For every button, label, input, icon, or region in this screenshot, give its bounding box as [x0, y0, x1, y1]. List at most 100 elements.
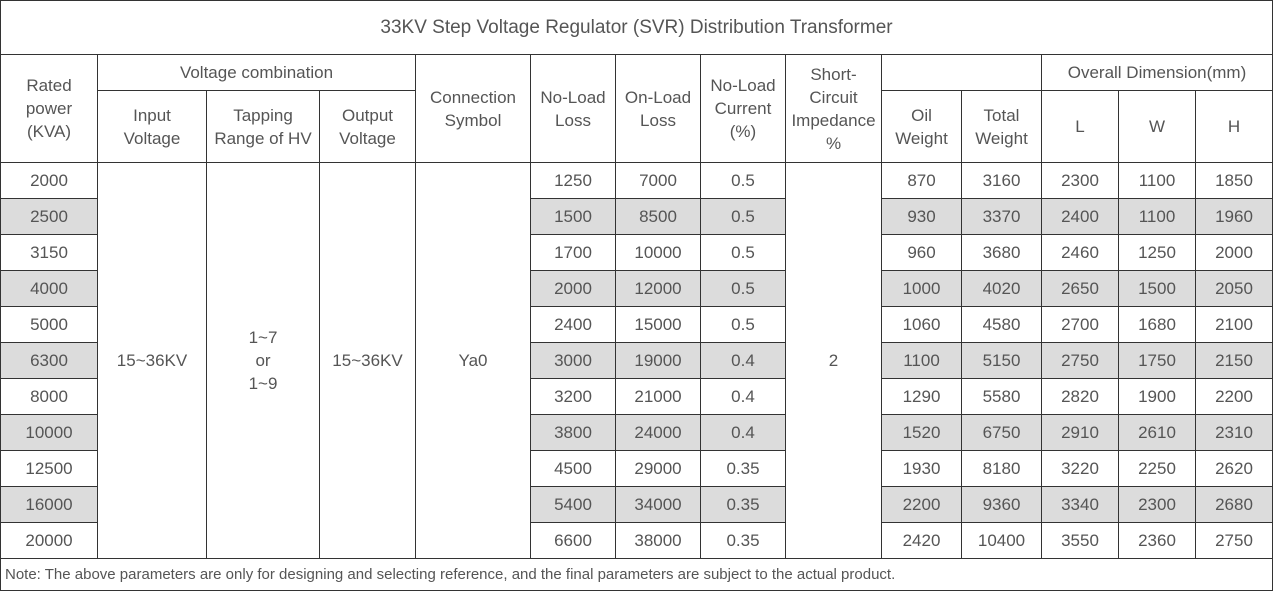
cell-on-load-loss: 21000 — [615, 378, 701, 415]
header-dim-h: H — [1195, 90, 1273, 163]
cell-current: 0.5 — [700, 234, 786, 271]
cell-connection-symbol: Ya0 — [415, 162, 531, 559]
cell-power: 8000 — [0, 378, 98, 415]
cell-dim-l: 2300 — [1041, 162, 1119, 199]
cell-dim-h: 2000 — [1195, 234, 1273, 271]
cell-on-load-loss: 29000 — [615, 450, 701, 487]
cell-on-load-loss: 10000 — [615, 234, 701, 271]
cell-dim-w: 1100 — [1118, 162, 1196, 199]
cell-dim-w: 1680 — [1118, 306, 1196, 343]
cell-current: 0.5 — [700, 162, 786, 199]
cell-total-weight: 3160 — [961, 162, 1042, 199]
cell-tapping-range: 1~7 or 1~9 — [206, 162, 320, 559]
cell-dim-l: 2750 — [1041, 342, 1119, 379]
cell-dim-l: 2910 — [1041, 414, 1119, 451]
cell-dim-l: 2400 — [1041, 198, 1119, 235]
cell-output-voltage: 15~36KV — [319, 162, 416, 559]
cell-power: 16000 — [0, 486, 98, 523]
cell-current: 0.35 — [700, 522, 786, 559]
cell-power: 2000 — [0, 162, 98, 199]
cell-current: 0.35 — [700, 486, 786, 523]
table-row: 16000 5400 34000 0.35 2200 9360 3340 230… — [0, 486, 1273, 523]
cell-dim-l: 2650 — [1041, 270, 1119, 307]
cell-no-load-loss: 2400 — [530, 306, 616, 343]
cell-on-load-loss: 38000 — [615, 522, 701, 559]
cell-no-load-loss: 5400 — [530, 486, 616, 523]
cell-dim-w: 1500 — [1118, 270, 1196, 307]
header-input-voltage: Input Voltage — [97, 90, 207, 163]
cell-on-load-loss: 12000 — [615, 270, 701, 307]
cell-power: 20000 — [0, 522, 98, 559]
cell-dim-w: 2360 — [1118, 522, 1196, 559]
table-row: 2000 15~36KV 1~7 or 1~9 15~36KV Ya0 1250… — [0, 162, 1273, 559]
cell-no-load-loss: 3200 — [530, 378, 616, 415]
table-row: 20000 6600 38000 0.35 2420 10400 3550 23… — [0, 522, 1273, 559]
table-row: 3150 1700 10000 0.5 960 3680 2460 1250 2… — [0, 234, 1273, 271]
header-overall-dimension: Overall Dimension(mm) — [1041, 54, 1273, 91]
header-on-load-loss: On-Load Loss — [615, 54, 701, 163]
cell-dim-l: 2700 — [1041, 306, 1119, 343]
cell-no-load-loss: 3000 — [530, 342, 616, 379]
cell-dim-h: 1850 — [1195, 162, 1273, 199]
cell-total-weight: 3680 — [961, 234, 1042, 271]
cell-dim-h: 2050 — [1195, 270, 1273, 307]
cell-oil-weight: 930 — [881, 198, 962, 235]
cell-dim-l: 2460 — [1041, 234, 1119, 271]
cell-no-load-loss: 1700 — [530, 234, 616, 271]
cell-dim-w: 1750 — [1118, 342, 1196, 379]
cell-oil-weight: 960 — [881, 234, 962, 271]
header-voltage-combination: Voltage combination — [97, 54, 416, 91]
cell-oil-weight: 2200 — [881, 486, 962, 523]
cell-dim-w: 1900 — [1118, 378, 1196, 415]
table-title: 33KV Step Voltage Regulator (SVR) Distri… — [0, 0, 1273, 55]
cell-dim-h: 2620 — [1195, 450, 1273, 487]
cell-current: 0.35 — [700, 450, 786, 487]
cell-dim-l: 2820 — [1041, 378, 1119, 415]
cell-current: 0.4 — [700, 414, 786, 451]
cell-dim-l: 3340 — [1041, 486, 1119, 523]
cell-power: 12500 — [0, 450, 98, 487]
cell-total-weight: 6750 — [961, 414, 1042, 451]
cell-power: 4000 — [0, 270, 98, 307]
cell-power: 2500 — [0, 198, 98, 235]
cell-on-load-loss: 19000 — [615, 342, 701, 379]
cell-oil-weight: 1520 — [881, 414, 962, 451]
cell-dim-h: 2750 — [1195, 522, 1273, 559]
cell-oil-weight: 1930 — [881, 450, 962, 487]
header-no-load-loss: No-Load Loss — [530, 54, 616, 163]
cell-dim-l: 3220 — [1041, 450, 1119, 487]
table-row: 6300 3000 19000 0.4 1100 5150 2750 1750 … — [0, 342, 1273, 379]
cell-dim-w: 1250 — [1118, 234, 1196, 271]
cell-total-weight: 3370 — [961, 198, 1042, 235]
table-note: Note: The above parameters are only for … — [0, 558, 1273, 591]
cell-oil-weight: 870 — [881, 162, 962, 199]
cell-no-load-loss: 4500 — [530, 450, 616, 487]
table-row: 5000 2400 15000 0.5 1060 4580 2700 1680 … — [0, 306, 1273, 343]
cell-power: 10000 — [0, 414, 98, 451]
cell-oil-weight: 1100 — [881, 342, 962, 379]
cell-dim-w: 2250 — [1118, 450, 1196, 487]
cell-oil-weight: 2420 — [881, 522, 962, 559]
header-total-weight: Total Weight — [961, 90, 1042, 163]
cell-total-weight: 5150 — [961, 342, 1042, 379]
cell-oil-weight: 1000 — [881, 270, 962, 307]
header-no-load-current: No-Load Current (%) — [700, 54, 786, 163]
table-row: 2500 1500 8500 0.5 930 3370 2400 1100 19… — [0, 198, 1273, 235]
cell-no-load-loss: 1250 — [530, 162, 616, 199]
cell-no-load-loss: 6600 — [530, 522, 616, 559]
cell-current: 0.4 — [700, 342, 786, 379]
header-rated-power: Rated power (KVA) — [0, 54, 98, 163]
cell-dim-h: 2150 — [1195, 342, 1273, 379]
table-row: 12500 4500 29000 0.35 1930 8180 3220 225… — [0, 450, 1273, 487]
header-tapping-range: Tapping Range of HV — [206, 90, 320, 163]
cell-on-load-loss: 34000 — [615, 486, 701, 523]
header-impedance: Short- Circuit Impedance % — [785, 54, 882, 163]
cell-current: 0.4 — [700, 378, 786, 415]
cell-no-load-loss: 3800 — [530, 414, 616, 451]
cell-dim-w: 2610 — [1118, 414, 1196, 451]
header-output-voltage: Output Voltage — [319, 90, 416, 163]
cell-on-load-loss: 24000 — [615, 414, 701, 451]
cell-dim-l: 3550 — [1041, 522, 1119, 559]
